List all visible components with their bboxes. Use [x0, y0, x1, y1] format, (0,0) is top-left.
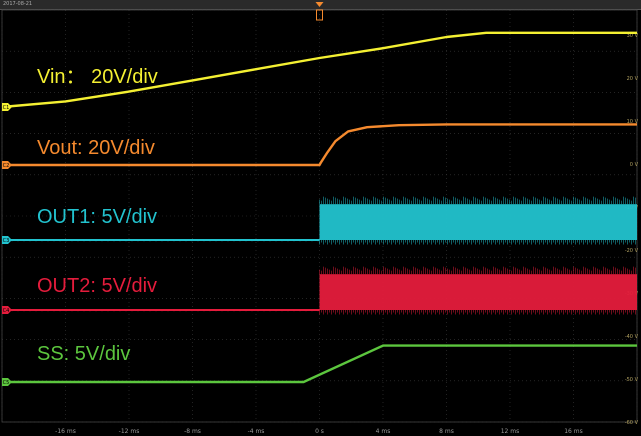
x-tick-label: -12 ms	[119, 428, 140, 435]
trace-label-c1: Vin： 20V/div	[37, 66, 158, 88]
trace-label-c4: OUT2: 5V/div	[37, 275, 157, 297]
right-tick-label: 30 V	[627, 33, 639, 39]
x-tick-label: 16 ms	[564, 428, 583, 435]
trigger-arrow	[315, 2, 324, 7]
x-tick-label: 12 ms	[501, 428, 520, 435]
right-tick-label: 20 V	[627, 76, 639, 82]
x-tick-label: -4 ms	[248, 428, 265, 435]
trace-c3	[2, 196, 637, 245]
channel-marker-shape	[2, 378, 12, 386]
header-date: 2017-08-21	[3, 1, 33, 7]
trace-line	[2, 123, 637, 167]
switching-noise	[319, 266, 636, 315]
trace-c1	[1, 31, 637, 109]
trace-label-c2: Vout: 20V/div	[37, 137, 155, 159]
trace-label-c5: SS: 5V/div	[37, 343, 130, 365]
trace-c2	[2, 123, 637, 167]
channel-marker-text: C3	[3, 238, 10, 244]
channel-marker-c4: C4	[2, 306, 12, 314]
trace-c5	[2, 344, 637, 384]
channel-marker-c2: C2	[2, 161, 12, 169]
right-tick-label: 10 V	[627, 119, 639, 125]
channel-marker-c5: C5	[2, 378, 12, 386]
right-tick-label: -50 V	[625, 377, 639, 383]
x-tick-label: 0 s	[315, 428, 324, 435]
switching-band	[319, 274, 637, 310]
traces	[1, 31, 637, 384]
trace-line	[2, 344, 637, 384]
channel-marker-shape	[2, 236, 12, 244]
channel-marker-shape	[2, 161, 12, 169]
channel-marker-text: C4	[3, 308, 10, 314]
trace-labels: Vin： 20V/div Vout: 20V/div OUT1: 5V/div OUT…	[37, 66, 158, 365]
channel-marker-shape	[2, 103, 12, 111]
trace-c4	[2, 266, 637, 315]
right-tick-label: -40 V	[625, 334, 639, 340]
x-tick-label: 8 ms	[439, 428, 454, 435]
channel-marker-text: C1	[3, 105, 10, 111]
channel-marker-text: C5	[3, 380, 10, 386]
trigger-marker	[315, 2, 324, 21]
trigger-box	[316, 9, 323, 21]
right-tick-label: -20 V	[625, 248, 639, 254]
channel-marker-c3: C3	[2, 236, 12, 244]
channel-marker-shape	[2, 306, 12, 314]
channel-markers: C1 C2 C3 C4 C5	[2, 103, 12, 386]
right-tick-label: -60 V	[625, 420, 639, 426]
trace-line	[1, 31, 637, 109]
switching-band	[319, 204, 637, 240]
x-axis-ticks: -16 ms -12 ms -8 ms -4 ms 0 s 4 ms 8 ms 12 ms 16…	[55, 428, 583, 435]
x-tick-label: -8 ms	[184, 428, 201, 435]
x-tick-label: -16 ms	[55, 428, 76, 435]
channel-marker-c1: C1	[2, 103, 12, 111]
trace-label-c3: OUT1: 5V/div	[37, 206, 157, 228]
switching-noise	[319, 196, 636, 245]
channel-marker-text: C2	[3, 163, 10, 169]
right-tick-label: 0 V	[630, 162, 639, 168]
x-tick-label: 4 ms	[376, 428, 391, 435]
